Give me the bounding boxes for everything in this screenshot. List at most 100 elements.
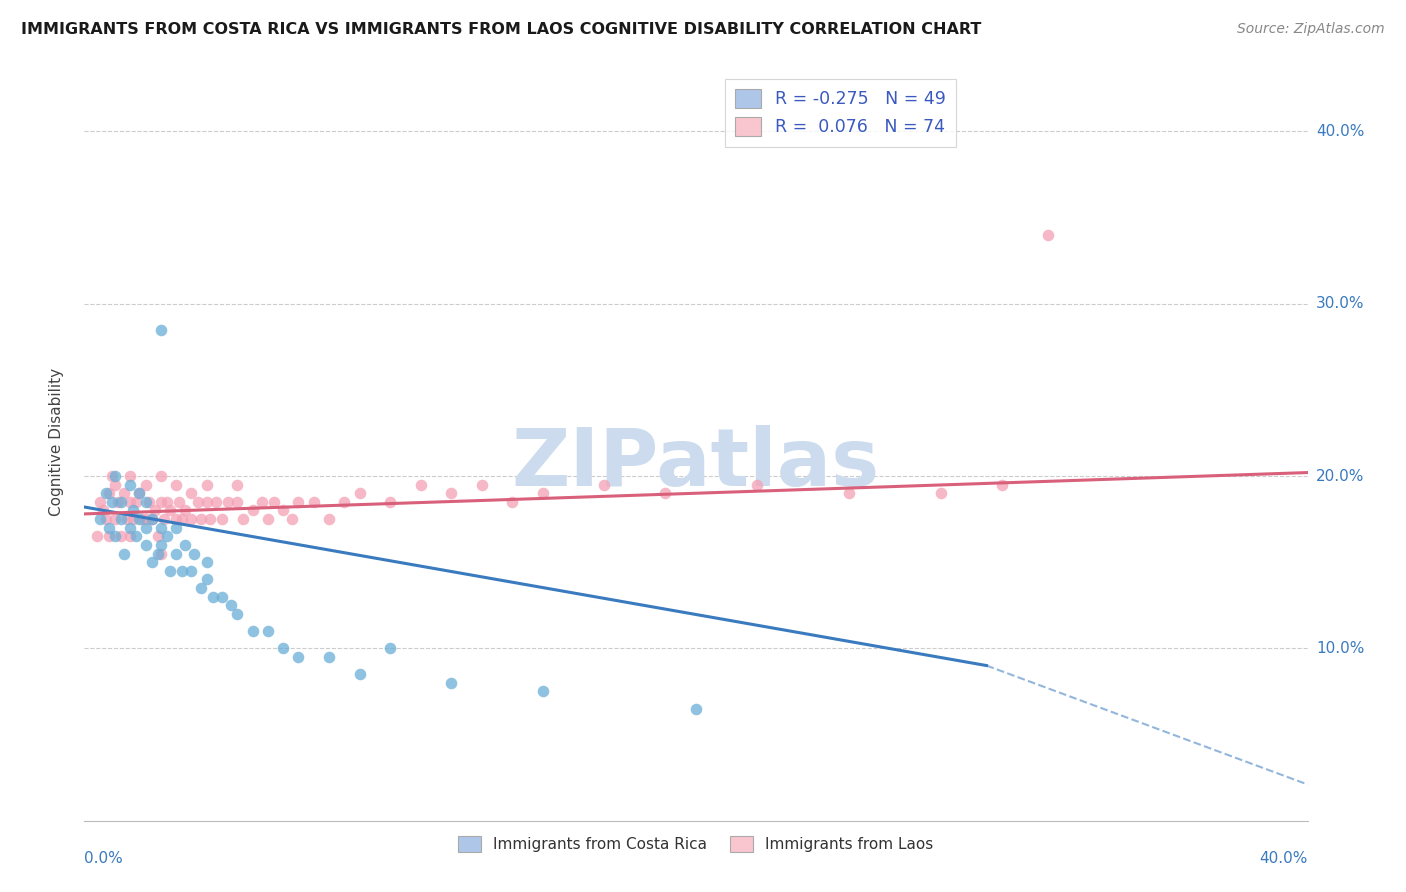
Point — [135, 495, 157, 509]
Point — [271, 503, 294, 517]
Point — [138, 495, 160, 509]
Point — [186, 495, 208, 509]
Text: ZIPatlas: ZIPatlas — [512, 425, 880, 503]
Point — [409, 477, 432, 491]
Point — [172, 564, 194, 578]
Point — [125, 495, 148, 509]
Point — [149, 495, 172, 509]
Point — [217, 495, 239, 509]
Point — [242, 624, 264, 639]
Point — [110, 512, 132, 526]
Point — [94, 512, 117, 526]
Point — [143, 503, 166, 517]
Point — [654, 486, 676, 500]
Point — [135, 521, 157, 535]
Point — [593, 477, 616, 491]
Point — [180, 512, 202, 526]
Point — [172, 512, 194, 526]
Point — [333, 495, 356, 509]
Point — [219, 599, 242, 613]
Point — [242, 503, 264, 517]
Point — [190, 512, 212, 526]
Point — [128, 512, 150, 526]
Point — [122, 503, 145, 517]
Point — [838, 486, 860, 500]
Point — [120, 495, 142, 509]
Point — [198, 512, 221, 526]
Text: 40.0%: 40.0% — [1260, 851, 1308, 866]
Point — [120, 477, 142, 491]
Point — [165, 521, 187, 535]
Point — [86, 529, 108, 543]
Point — [128, 486, 150, 500]
Text: 30.0%: 30.0% — [1316, 296, 1364, 311]
Text: 40.0%: 40.0% — [1316, 124, 1364, 139]
Text: 20.0%: 20.0% — [1316, 468, 1364, 483]
Point — [440, 675, 463, 690]
Point — [211, 590, 233, 604]
Point — [929, 486, 952, 500]
Point — [89, 512, 111, 526]
Point — [101, 495, 124, 509]
Point — [141, 555, 163, 569]
Text: 10.0%: 10.0% — [1316, 640, 1364, 656]
Point — [104, 477, 127, 491]
Point — [190, 581, 212, 595]
Point — [104, 512, 127, 526]
Point — [271, 641, 294, 656]
Point — [174, 538, 197, 552]
Point — [101, 469, 124, 483]
Point — [159, 503, 181, 517]
Point — [156, 529, 179, 543]
Point — [380, 495, 402, 509]
Text: Source: ZipAtlas.com: Source: ZipAtlas.com — [1237, 22, 1385, 37]
Point — [531, 486, 554, 500]
Point — [287, 649, 309, 664]
Point — [149, 547, 172, 561]
Point — [226, 607, 249, 621]
Point — [287, 495, 309, 509]
Point — [165, 547, 187, 561]
Point — [112, 486, 135, 500]
Point — [135, 477, 157, 491]
Point — [104, 529, 127, 543]
Point — [141, 512, 163, 526]
Point — [380, 641, 402, 656]
Point — [685, 701, 707, 715]
Point — [159, 564, 181, 578]
Point — [110, 529, 132, 543]
Point — [97, 529, 120, 543]
Point — [128, 486, 150, 500]
Point — [112, 547, 135, 561]
Point — [115, 512, 138, 526]
Point — [149, 322, 172, 336]
Point — [167, 495, 190, 509]
Point — [226, 477, 249, 491]
Point — [180, 486, 202, 500]
Point — [250, 495, 273, 509]
Point — [318, 649, 340, 664]
Text: IMMIGRANTS FROM COSTA RICA VS IMMIGRANTS FROM LAOS COGNITIVE DISABILITY CORRELAT: IMMIGRANTS FROM COSTA RICA VS IMMIGRANTS… — [21, 22, 981, 37]
Point — [135, 538, 157, 552]
Point — [302, 495, 325, 509]
Point — [94, 486, 117, 500]
Point — [232, 512, 254, 526]
Point — [195, 477, 218, 491]
Point — [440, 486, 463, 500]
Point — [257, 624, 280, 639]
Point — [91, 503, 114, 517]
Point — [205, 495, 228, 509]
Point — [195, 573, 218, 587]
Point — [149, 521, 172, 535]
Point — [195, 495, 218, 509]
Y-axis label: Cognitive Disability: Cognitive Disability — [49, 368, 63, 516]
Point — [180, 564, 202, 578]
Legend: Immigrants from Costa Rica, Immigrants from Laos: Immigrants from Costa Rica, Immigrants f… — [453, 830, 939, 858]
Point — [1036, 227, 1059, 242]
Point — [135, 512, 157, 526]
Point — [991, 477, 1014, 491]
Point — [146, 529, 169, 543]
Point — [149, 469, 172, 483]
Point — [502, 495, 524, 509]
Point — [97, 521, 120, 535]
